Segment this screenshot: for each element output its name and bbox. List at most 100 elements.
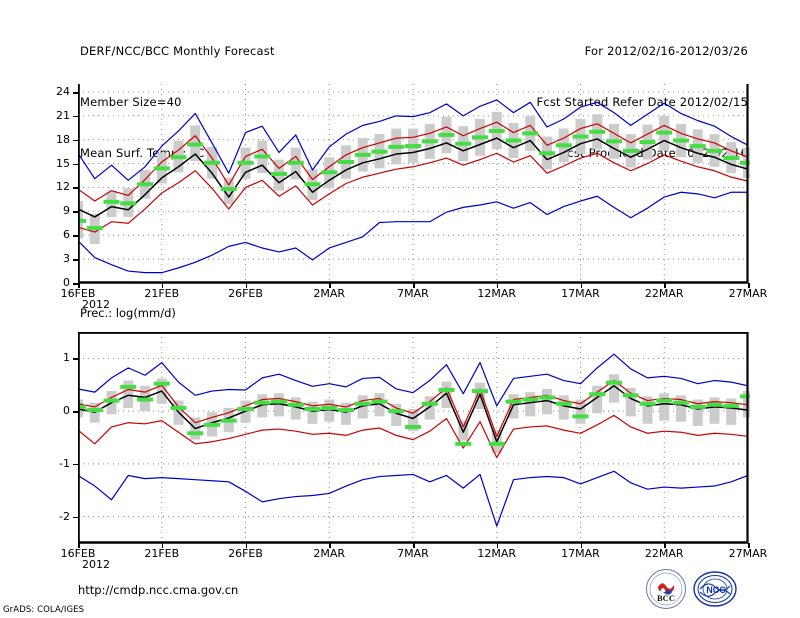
spread-bar [290,397,301,420]
spread-bar [625,387,636,417]
median-marker [187,142,204,147]
median-marker [723,403,740,408]
x-tick-mark [580,283,583,288]
median-marker [254,154,271,159]
median-marker [170,155,187,160]
median-marker [237,160,254,165]
median-marker [505,138,522,143]
median-marker [103,398,120,403]
median-marker [455,141,472,146]
y-tick-label: -1 [59,456,70,470]
x-tick-mark [161,543,164,548]
spread-bar [692,399,703,426]
median-marker [354,152,371,157]
median-marker [321,170,338,175]
median-marker [338,160,354,165]
spread-bar [676,395,686,422]
median-marker [555,401,572,406]
spread-bar [659,393,670,421]
median-marker [287,402,304,407]
forecast-title: DERF/NCC/BCC Monthly Forecast [80,44,275,58]
median-marker [505,399,522,404]
member-size-label: Member Size=40 [80,95,182,109]
spread-bar [592,385,603,414]
x-tick-mark [580,543,583,548]
median-marker [287,160,304,165]
median-marker [522,397,539,402]
median-marker [689,404,706,409]
bcc-logo-text: BCC [657,593,675,603]
y-tick-mark [73,235,78,237]
y-tick-mark [73,516,78,519]
median-marker [405,144,421,149]
median-marker [572,414,589,419]
median-marker [589,129,606,134]
x-tick-label: 12MAR [477,547,517,560]
spread-bar [642,396,653,424]
series-minimum [78,191,748,274]
median-marker [237,407,254,412]
median-marker [86,408,103,413]
median-marker [488,441,505,446]
precipitation-chart-panel [78,332,750,544]
median-marker [405,424,421,429]
median-marker [421,401,438,406]
median-marker [187,431,204,436]
y-tick-label: 3 [63,252,70,266]
x-tick-mark [329,543,331,548]
median-marker [220,187,237,192]
median-marker [421,139,438,144]
temperature-chart-panel [78,84,750,284]
median-marker [271,171,287,176]
spread-bar [274,393,284,417]
spread-bar [374,393,385,417]
x-tick-mark [664,543,666,548]
x-tick-label: 22MAR [644,547,684,560]
median-marker [639,401,656,406]
series-ensemble-mean [78,137,749,218]
median-marker [137,182,153,187]
y-tick-mark [73,411,78,413]
x-tick-mark [496,283,499,288]
median-marker [455,441,472,446]
y-tick-label: 9 [63,204,70,218]
y-tick-label: 6 [63,228,70,242]
y-tick-mark [73,139,78,142]
median-marker [622,148,639,153]
x-tick-label: 12MAR [477,287,517,300]
x-tick-mark [496,543,499,548]
ncc-logo-text: NCC [706,585,726,595]
x-axis-year-top: 2012 [82,298,110,311]
series-minimum [78,470,749,527]
median-marker [656,398,673,403]
x-tick-label: 27MAR [728,287,768,300]
fcst-started-date: Fcst Started Refer Date 2012/02/15 [536,95,748,109]
median-marker [388,144,405,149]
x-tick-mark [748,283,750,288]
x-tick-label: 22MAR [644,287,684,300]
forecast-period: For 2012/02/16-2012/03/26 [584,44,748,58]
median-marker [304,407,321,412]
y-tick-label: 12 [56,180,70,194]
median-marker [689,144,706,149]
spread-bar [123,380,134,408]
x-tick-label: 7MAR [397,547,429,560]
x-tick-label: 2MAR [313,287,346,300]
median-marker [304,182,321,187]
spread-bar [542,388,552,415]
y-tick-label: -2 [59,509,70,523]
spread-bar [391,403,402,426]
y-tick-mark [73,187,78,190]
median-marker [254,400,271,405]
series-lower-quartile [78,152,749,233]
median-marker [656,130,673,135]
spread-bar [558,395,569,420]
spread-bar [575,399,586,424]
median-marker [204,422,220,427]
x-tick-mark [329,283,331,288]
spread-bar [357,395,368,419]
y-tick-mark [73,283,78,285]
x-tick-label: 21FEB [144,547,180,560]
bcc-logo: BCC [645,568,687,614]
series-maximum [78,99,749,181]
